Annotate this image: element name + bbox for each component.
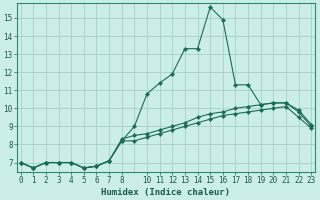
X-axis label: Humidex (Indice chaleur): Humidex (Indice chaleur) bbox=[101, 188, 230, 197]
